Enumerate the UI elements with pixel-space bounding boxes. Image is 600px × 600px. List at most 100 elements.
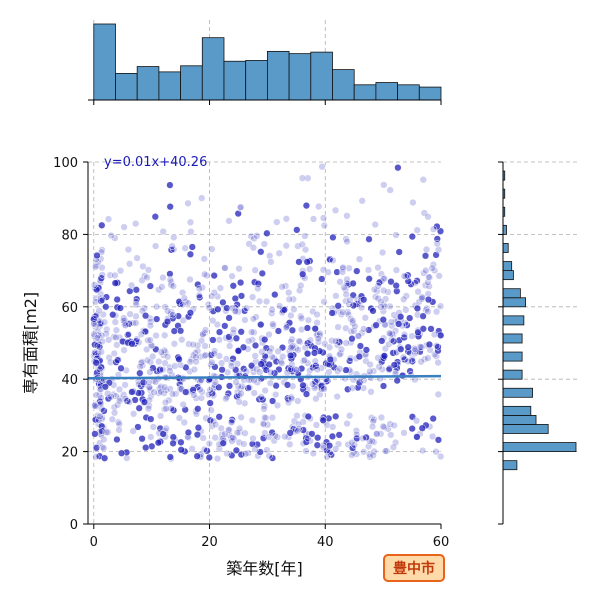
right-histogram-axis [498,161,504,525]
scatter-point [424,278,432,286]
scatter-point [91,348,99,356]
scatter-point [294,397,302,405]
scatter-point [378,337,386,345]
scatter-point [258,348,266,356]
scatter-point [333,268,341,276]
scatter-point [420,209,428,217]
scatter-point [244,449,252,457]
scatter-point [117,449,126,457]
scatter-point [390,421,398,430]
scatter-point [420,269,428,277]
scatter-point [234,209,242,218]
scatter-point [225,217,233,225]
scatter-point [328,309,336,317]
scatter-point [209,336,217,344]
scatter-point [274,327,283,335]
scatter-point [271,432,279,440]
scatter-point [219,298,227,307]
scatter-point [151,378,160,386]
scatter-point [223,304,231,312]
top-hist-bar [418,86,442,101]
scatter-point [236,204,244,212]
scatter-point [149,423,157,431]
scatter-point [232,366,240,374]
scatter-point [309,449,317,458]
scatter-point [332,292,340,300]
scatter-point [186,218,195,226]
scatter-point [417,343,425,351]
scatter-point [186,250,195,258]
regression-line [87,374,442,380]
right-hist-bar [502,297,526,308]
scatter-point [347,327,355,336]
scatter-point [146,368,154,376]
scatter-point [365,275,373,283]
scatter-point [188,243,196,251]
scatter-point [113,295,121,304]
scatter-point [182,363,190,372]
scatter-point [241,429,249,437]
scatter-point [392,231,400,239]
y-tick-label: 60 [61,301,78,316]
scatter-point [285,319,294,327]
scatter-point [346,354,355,362]
scatter-point [121,321,130,329]
scatter-point [345,412,354,420]
scatter-point [215,328,224,336]
scatter-point [198,284,206,292]
top-hist-bar [375,82,398,101]
scatter-point [395,248,403,256]
scatter-point [135,338,143,346]
scatter-point [163,307,172,315]
scatter-point [138,435,146,443]
scatter-point [396,313,405,321]
scatter-point [325,343,334,351]
scatter-point [133,254,141,262]
scatter-point [90,281,99,289]
scatter-point [169,433,177,441]
scatter-point [97,400,105,408]
scatter-point [253,232,261,240]
scatter-point [319,416,327,424]
scatter-point [249,315,258,323]
scatter-point [299,357,308,365]
scatter-point [100,435,108,444]
scatter-point [352,427,361,435]
scatter-point [288,326,297,334]
scatter-point [251,445,259,453]
scatter-point [368,437,376,445]
scatter-point [131,396,139,404]
scatter-point [299,418,307,426]
scatter-point [195,291,203,299]
main-axes: 0 20 40 60 0 20 40 60 80 100 [53,156,449,550]
scatter-point [199,434,207,442]
scatter-point [366,367,374,376]
scatter-point [314,334,322,343]
scatter-point [92,359,100,367]
scatter-point [260,420,268,428]
scatter-point [110,349,118,358]
scatter-point [98,263,106,272]
scatter-point [282,215,291,223]
scatter-point [113,356,122,364]
scatter-point [237,328,245,336]
scatter-point [149,352,157,361]
scatter-point [309,307,317,316]
scatter-point [143,356,152,364]
scatter-point [255,297,264,305]
scatter-point [134,423,142,431]
scatter-point [326,355,335,364]
scatter-point [172,390,180,398]
scatter-point [121,381,129,389]
scatter-point [273,401,282,410]
scatter-point [141,312,150,320]
scatter-point [392,266,401,274]
scatter-point [193,347,202,355]
scatter-point [146,386,155,394]
scatter-point [90,320,98,328]
scatter-point [262,297,271,306]
scatter-point [320,298,328,306]
scatter-point [242,450,250,458]
top-hist-bar [332,69,355,101]
scatter-point [97,297,105,305]
